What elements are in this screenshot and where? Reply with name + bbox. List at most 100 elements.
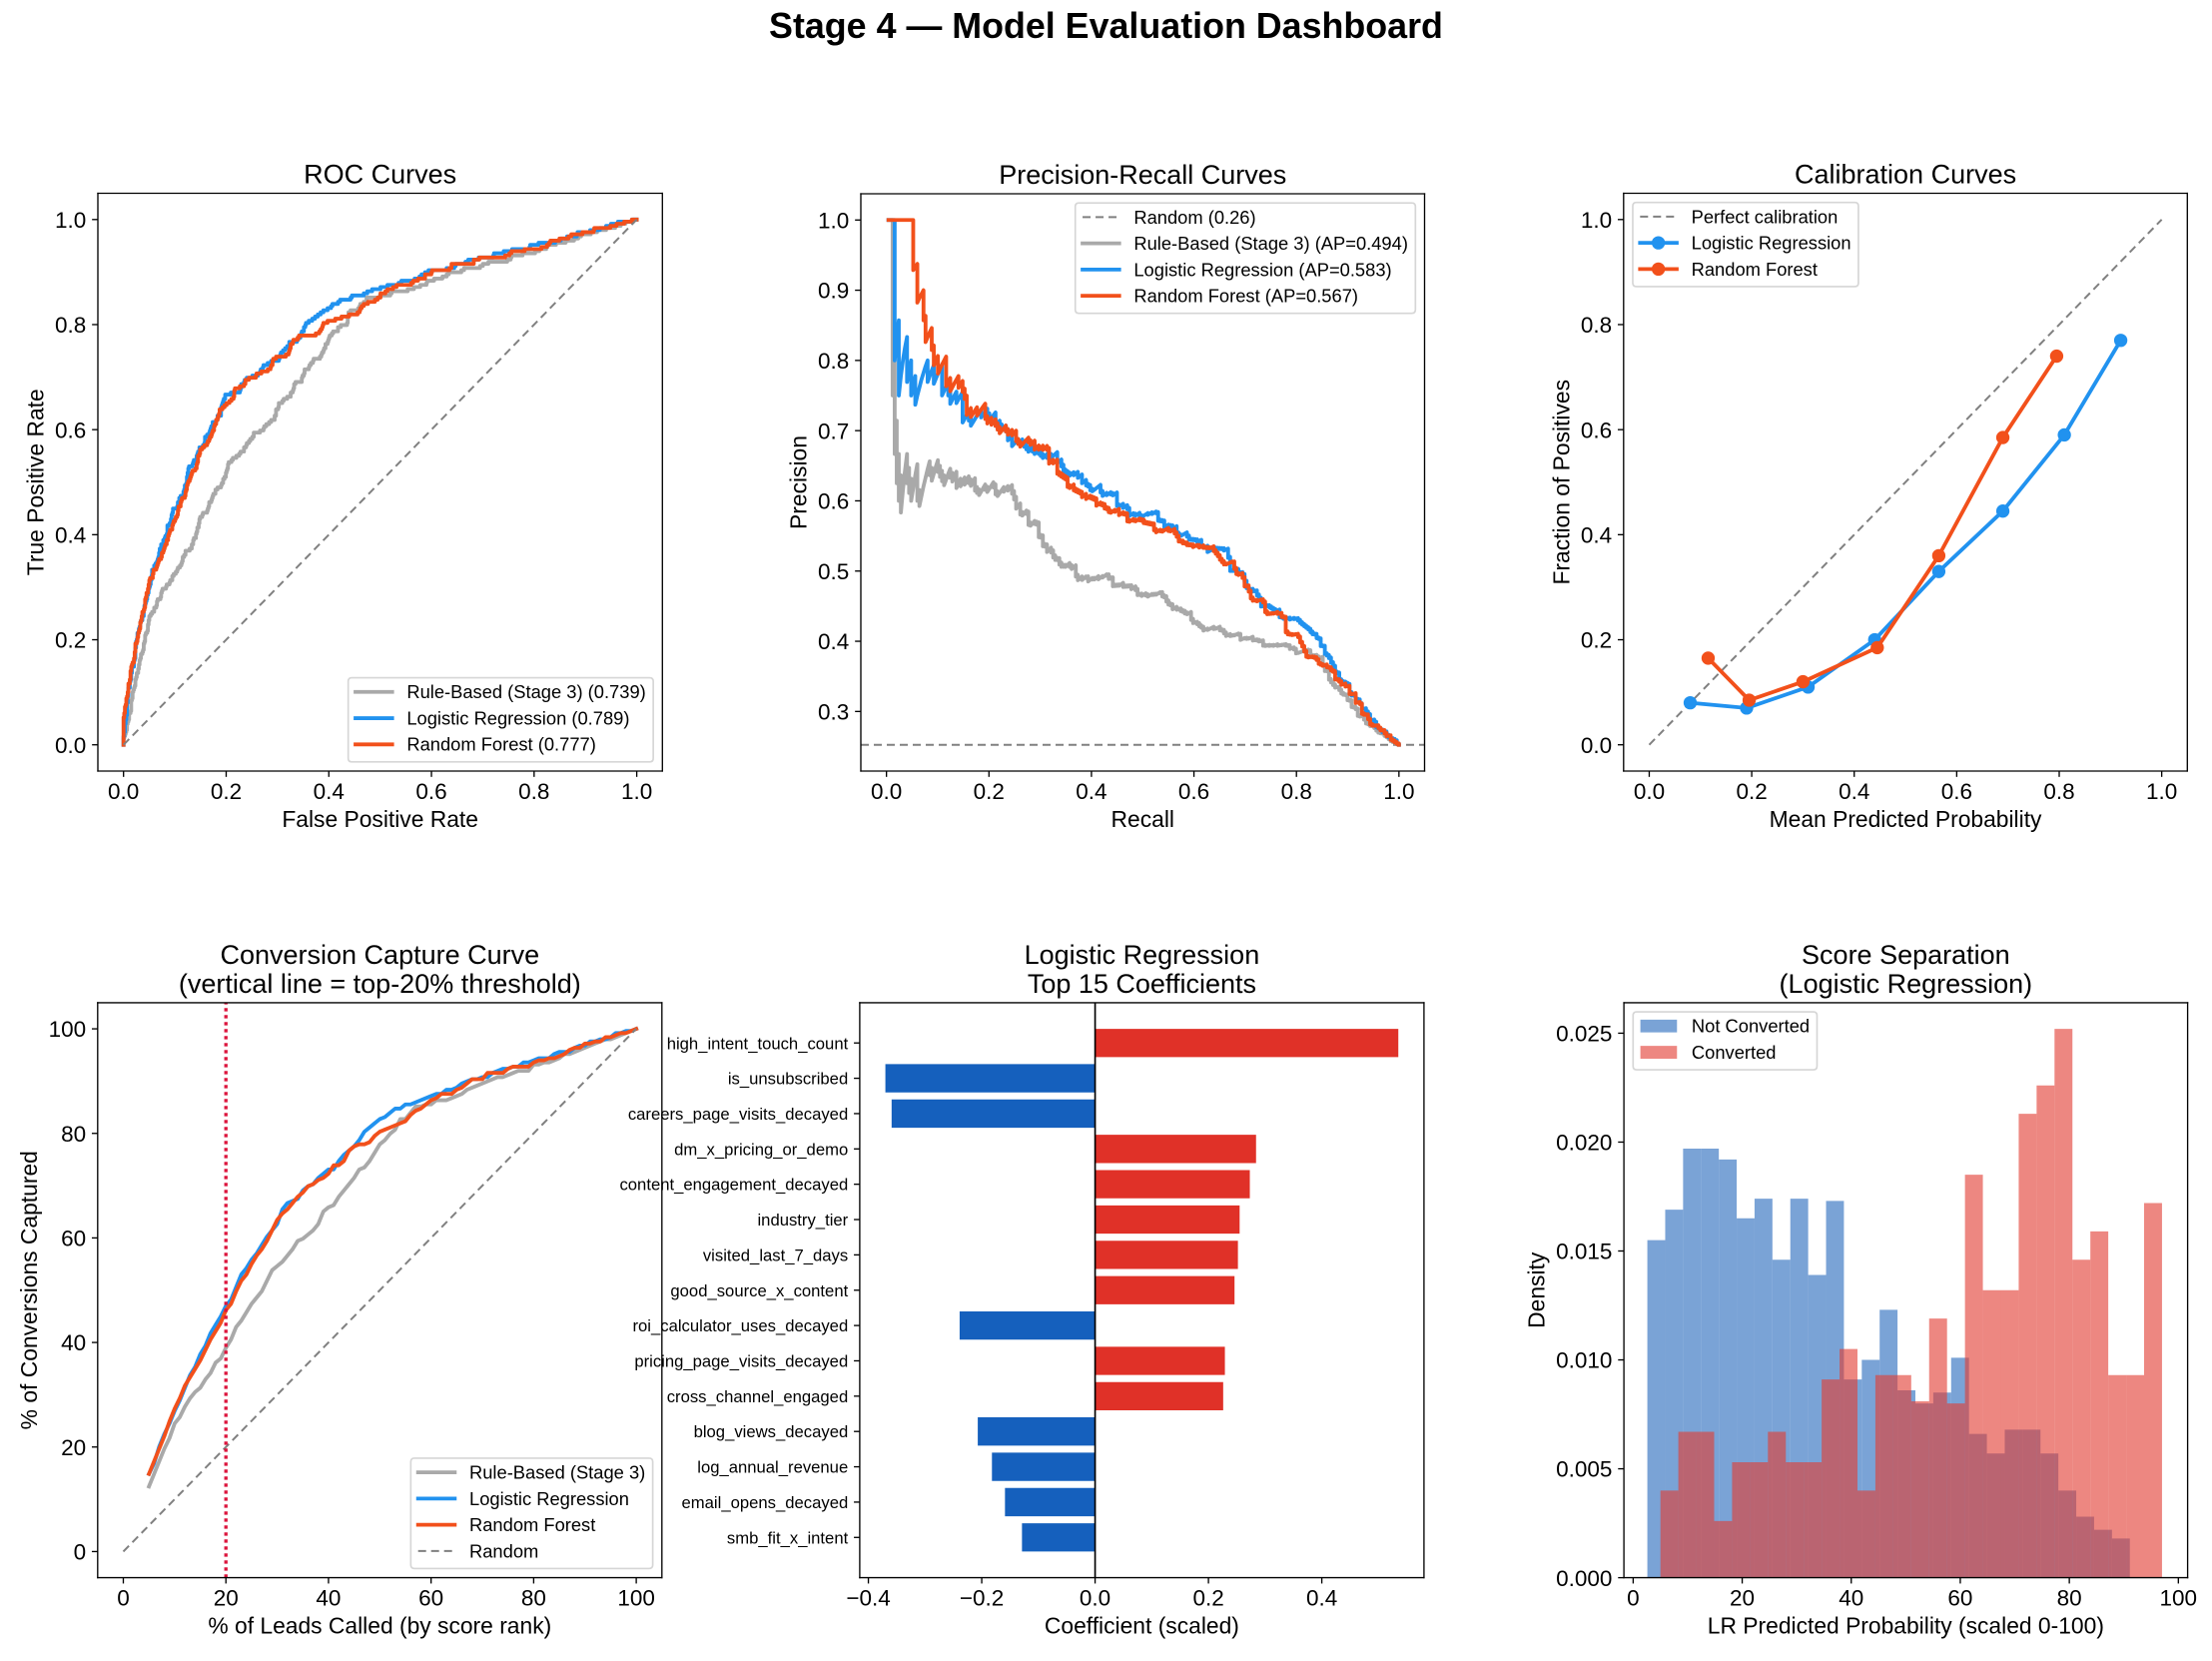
svg-text:0.0: 0.0 (108, 779, 139, 804)
svg-text:Precision-Recall Curves: Precision-Recall Curves (999, 160, 1286, 190)
svg-text:0.4: 0.4 (1306, 1586, 1337, 1611)
svg-text:0.4: 0.4 (55, 522, 86, 547)
svg-text:20: 20 (214, 1586, 239, 1611)
svg-text:0.4: 0.4 (1581, 522, 1612, 547)
svg-text:−0.4: −0.4 (846, 1586, 890, 1611)
svg-text:Converted: Converted (1692, 1042, 1777, 1063)
svg-text:Random Forest (AP=0.567): Random Forest (AP=0.567) (1133, 286, 1358, 307)
svg-text:0.9: 0.9 (818, 279, 849, 304)
svg-text:60: 60 (418, 1586, 443, 1611)
svg-text:0.3: 0.3 (818, 699, 849, 724)
svg-text:80: 80 (61, 1122, 86, 1147)
svg-text:Top 15 Coefficients: Top 15 Coefficients (1028, 969, 1256, 999)
svg-text:Perfect calibration: Perfect calibration (1692, 206, 1839, 227)
svg-text:1.0: 1.0 (55, 208, 86, 233)
svg-text:100: 100 (2160, 1586, 2198, 1611)
svg-text:0.7: 0.7 (818, 418, 849, 443)
svg-text:Score Separation: Score Separation (1802, 940, 2010, 970)
svg-text:0.6: 0.6 (55, 417, 86, 442)
svg-text:0: 0 (1627, 1586, 1640, 1611)
svg-text:cross_channel_engaged: cross_channel_engaged (667, 1387, 849, 1406)
svg-text:0.8: 0.8 (1281, 779, 1312, 804)
svg-text:0.005: 0.005 (1556, 1457, 1612, 1482)
svg-text:Rule-Based (Stage 3) (AP=0.494: Rule-Based (Stage 3) (AP=0.494) (1133, 233, 1408, 254)
svg-text:0.2: 0.2 (55, 628, 86, 653)
svg-text:0.0: 0.0 (1581, 733, 1612, 758)
svg-text:Random Forest: Random Forest (1692, 259, 1818, 280)
svg-text:0.6: 0.6 (1941, 779, 1972, 804)
svg-text:pricing_page_visits_decayed: pricing_page_visits_decayed (634, 1352, 848, 1371)
svg-text:80: 80 (521, 1586, 546, 1611)
svg-text:0.0: 0.0 (55, 733, 86, 758)
svg-text:Random: Random (469, 1540, 538, 1561)
svg-text:0.2: 0.2 (974, 779, 1005, 804)
svg-text:smb_fit_x_intent: smb_fit_x_intent (727, 1528, 849, 1547)
svg-text:100: 100 (617, 1586, 655, 1611)
svg-text:40: 40 (1839, 1586, 1863, 1611)
svg-text:Conversion Capture Curve: Conversion Capture Curve (220, 940, 539, 970)
svg-text:False Positive Rate: False Positive Rate (282, 806, 478, 832)
svg-text:0.2: 0.2 (1736, 779, 1767, 804)
svg-text:Random (0.26): Random (0.26) (1133, 207, 1255, 228)
svg-text:email_opens_decayed: email_opens_decayed (682, 1493, 849, 1512)
svg-text:Calibration Curves: Calibration Curves (1795, 160, 2016, 190)
svg-text:0.6: 0.6 (818, 489, 849, 514)
svg-text:blog_views_decayed: blog_views_decayed (694, 1422, 849, 1441)
svg-text:0.4: 0.4 (314, 779, 345, 804)
svg-text:0.6: 0.6 (1178, 779, 1209, 804)
svg-text:0.4: 0.4 (1839, 779, 1869, 804)
svg-text:1.0: 1.0 (1383, 779, 1414, 804)
svg-text:Mean Predicted Probability: Mean Predicted Probability (1770, 806, 2042, 832)
svg-text:0.020: 0.020 (1556, 1131, 1612, 1156)
svg-text:industry_tier: industry_tier (757, 1211, 848, 1230)
svg-text:True Positive Rate: True Positive Rate (23, 389, 49, 575)
svg-text:−0.2: −0.2 (960, 1586, 1004, 1611)
svg-text:0.025: 0.025 (1556, 1022, 1612, 1047)
svg-text:Density: Density (1524, 1251, 1550, 1328)
svg-text:0: 0 (117, 1586, 130, 1611)
svg-text:Logistic Regression: Logistic Regression (469, 1488, 629, 1509)
svg-text:40: 40 (316, 1586, 341, 1611)
svg-text:Precision: Precision (786, 435, 812, 529)
svg-text:visited_last_7_days: visited_last_7_days (703, 1246, 848, 1264)
svg-text:0.0: 0.0 (1080, 1586, 1110, 1611)
svg-text:% of Conversions Captured: % of Conversions Captured (16, 1151, 42, 1429)
svg-text:1.0: 1.0 (2146, 779, 2177, 804)
svg-text:80: 80 (2057, 1586, 2082, 1611)
svg-text:dm_x_pricing_or_demo: dm_x_pricing_or_demo (674, 1140, 848, 1159)
svg-text:0.5: 0.5 (818, 559, 849, 584)
svg-text:0.015: 0.015 (1556, 1240, 1612, 1264)
svg-text:(Logistic Regression): (Logistic Regression) (1780, 969, 2033, 999)
svg-text:0.8: 0.8 (55, 313, 86, 338)
svg-text:0.0: 0.0 (1634, 779, 1665, 804)
svg-text:60: 60 (1947, 1586, 1972, 1611)
svg-text:20: 20 (61, 1435, 86, 1460)
svg-text:Random Forest (0.777): Random Forest (0.777) (406, 734, 595, 755)
svg-text:0.000: 0.000 (1556, 1566, 1612, 1591)
svg-text:0.8: 0.8 (1581, 313, 1612, 338)
svg-text:is_unsubscribed: is_unsubscribed (728, 1070, 848, 1089)
svg-text:0.8: 0.8 (2043, 779, 2074, 804)
svg-text:Logistic Regression (0.789): Logistic Regression (0.789) (406, 707, 629, 728)
svg-text:40: 40 (61, 1330, 86, 1355)
svg-text:0.6: 0.6 (415, 779, 446, 804)
svg-text:0.010: 0.010 (1556, 1348, 1612, 1373)
svg-text:0.4: 0.4 (818, 629, 849, 654)
svg-text:0.8: 0.8 (818, 349, 849, 374)
svg-text:Coefficient (scaled): Coefficient (scaled) (1045, 1612, 1239, 1638)
svg-text:100: 100 (49, 1017, 87, 1042)
svg-text:Rule-Based (Stage 3): Rule-Based (Stage 3) (469, 1462, 645, 1483)
svg-text:careers_page_visits_decayed: careers_page_visits_decayed (628, 1105, 848, 1124)
svg-text:ROC Curves: ROC Curves (304, 160, 456, 190)
svg-text:0.2: 0.2 (1581, 628, 1612, 653)
svg-text:1.0: 1.0 (818, 208, 849, 233)
svg-text:Fraction of Positives: Fraction of Positives (1548, 380, 1574, 585)
svg-text:0.2: 0.2 (1192, 1586, 1223, 1611)
svg-text:high_intent_touch_count: high_intent_touch_count (667, 1034, 849, 1053)
svg-text:0: 0 (74, 1540, 87, 1565)
svg-text:Recall: Recall (1111, 806, 1174, 832)
svg-text:1.0: 1.0 (1581, 208, 1612, 233)
svg-text:Logistic Regression: Logistic Regression (1692, 233, 1851, 254)
svg-text:Not Converted: Not Converted (1692, 1016, 1810, 1037)
svg-text:0.2: 0.2 (211, 779, 242, 804)
